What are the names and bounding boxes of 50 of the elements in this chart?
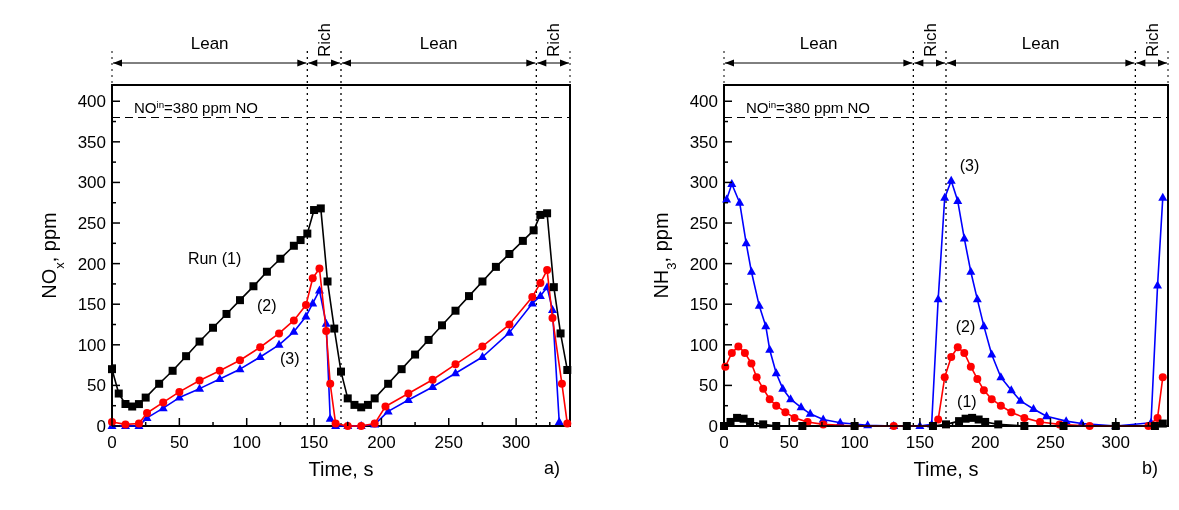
x-axis-title: Time, s [308,458,374,480]
x-tick-label: 100 [232,433,261,452]
text: Lean [190,34,229,53]
annotation: (3) [279,350,300,368]
annotation: Run (1) [187,250,242,268]
y-tick-label: 150 [77,295,106,315]
y-tick-label: 350 [77,132,106,152]
text: Rich [544,22,564,57]
ref-line-label: NO$^{in}$=380 ppm NO [746,98,870,117]
y-tick-label: 250 [689,214,718,234]
ref-line-label: NO$^{in}$=380 ppm NO [134,98,258,117]
y-tick-label: 250 [77,214,106,234]
x-tick-label: 250 [1036,433,1065,452]
text: Lean [799,34,838,53]
text: Rich [1142,22,1162,57]
y-tick-label: 150 [689,295,718,315]
x-tick-label: 50 [779,433,799,452]
y-tick-label: 0 [96,417,106,436]
y-tick-label: 100 [77,335,106,355]
y-tick-label: 200 [77,254,106,274]
x-tick-label: 300 [1101,433,1130,452]
text: b) [1141,458,1159,478]
x-tick-label: 200 [970,433,1000,452]
y-tick-label: 50 [699,376,718,396]
x-tick-label: 50 [169,433,189,452]
x-tick-label: 150 [905,433,935,452]
text: Lean [419,34,458,53]
y-tick-label: 100 [689,335,718,355]
annotation: (2) [257,296,277,314]
x-tick-label: 300 [501,433,531,452]
text: Rich [920,22,940,57]
text: Lean [1021,34,1060,53]
y-tick-label: 300 [689,173,718,193]
text: Rich [315,22,335,57]
y-tick-label: 300 [77,173,106,193]
y-tick-label: 0 [708,417,718,436]
annotation: (2) [955,318,976,336]
x-tick-label: 150 [299,433,329,452]
y-tick-label: 400 [77,92,106,112]
text: a) [543,458,561,478]
y-tick-label: 200 [689,254,718,274]
x-tick-label: 100 [840,433,869,452]
x-axis-title: Time, s [913,458,979,480]
y-tick-label: 400 [689,92,718,112]
y-tick-label: 350 [689,132,718,152]
y-tick-label: 50 [87,376,106,396]
x-tick-label: 200 [367,433,396,452]
x-tick-label: 250 [434,433,463,452]
annotation: (1) [957,392,977,410]
annotation: (3) [959,157,980,175]
